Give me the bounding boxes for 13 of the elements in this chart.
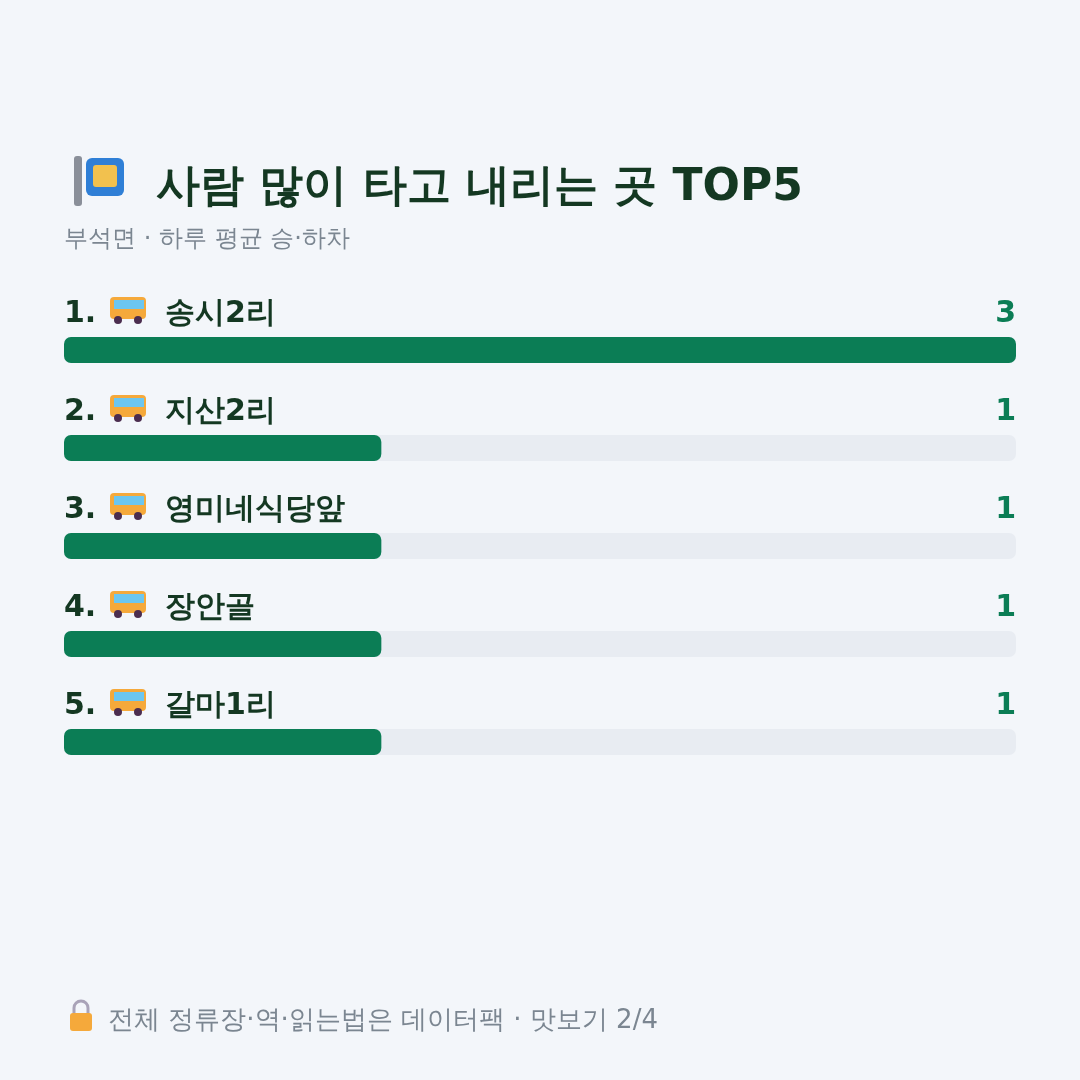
data-label: 1 bbox=[995, 490, 1016, 525]
text: 전체 정류장·역·읽는법은 데이터팩 · 맛보기 2/4 bbox=[108, 1004, 658, 1034]
chart-title: 사람 많이 타고 내리는 곳 TOP5 bbox=[156, 159, 803, 210]
data-label: 3 bbox=[995, 294, 1016, 329]
data-label: 1 bbox=[995, 588, 1016, 623]
category-label: 5. 갈마1리 bbox=[64, 686, 276, 721]
chart-subtitle: 부석면 · 하루 평균 승·하차 bbox=[64, 224, 350, 252]
category-label: 4. 장안골 bbox=[64, 588, 255, 623]
data-label: 1 bbox=[995, 686, 1016, 721]
category-label: 1. 송시2리 bbox=[64, 294, 276, 329]
category-label: 3. 영미네식당앞 bbox=[64, 490, 345, 525]
category-label: 2. 지산2리 bbox=[64, 392, 276, 427]
data-label: 1 bbox=[995, 392, 1016, 427]
